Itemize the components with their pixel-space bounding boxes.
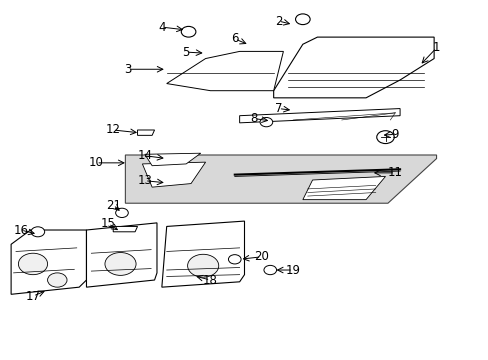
Circle shape (19, 253, 47, 275)
Text: 18: 18 (203, 274, 218, 287)
Text: 3: 3 (124, 63, 131, 76)
Polygon shape (11, 230, 86, 294)
Text: 14: 14 (137, 149, 152, 162)
Text: 15: 15 (101, 217, 116, 230)
Polygon shape (137, 130, 154, 135)
Text: 8: 8 (250, 112, 257, 125)
Circle shape (181, 26, 196, 37)
Text: 13: 13 (137, 174, 152, 187)
Text: 12: 12 (105, 123, 121, 136)
Circle shape (295, 14, 309, 24)
Text: 20: 20 (254, 250, 268, 263)
Circle shape (260, 117, 272, 127)
Circle shape (31, 227, 44, 237)
Text: 11: 11 (387, 166, 402, 179)
Text: 4: 4 (158, 21, 165, 33)
Text: 19: 19 (285, 264, 300, 276)
Polygon shape (125, 155, 436, 203)
Circle shape (376, 131, 393, 144)
Text: 1: 1 (432, 41, 439, 54)
Circle shape (228, 255, 241, 264)
Polygon shape (302, 176, 385, 200)
Text: 16: 16 (13, 224, 28, 237)
Circle shape (187, 254, 218, 277)
Polygon shape (166, 51, 283, 91)
Polygon shape (142, 162, 205, 187)
Text: 6: 6 (230, 32, 238, 45)
Text: 10: 10 (89, 156, 103, 169)
Polygon shape (144, 153, 201, 166)
Circle shape (116, 208, 128, 217)
Polygon shape (86, 223, 157, 287)
Text: 7: 7 (274, 102, 282, 115)
Text: 2: 2 (274, 14, 282, 27)
Circle shape (105, 252, 136, 275)
Text: 17: 17 (25, 289, 41, 303)
Text: 21: 21 (105, 198, 121, 212)
Polygon shape (113, 226, 137, 232)
Polygon shape (239, 109, 399, 123)
Circle shape (264, 265, 276, 275)
Polygon shape (162, 221, 244, 287)
Circle shape (47, 273, 67, 287)
Polygon shape (273, 37, 433, 98)
Text: 9: 9 (391, 128, 398, 141)
Text: 5: 5 (182, 46, 189, 59)
